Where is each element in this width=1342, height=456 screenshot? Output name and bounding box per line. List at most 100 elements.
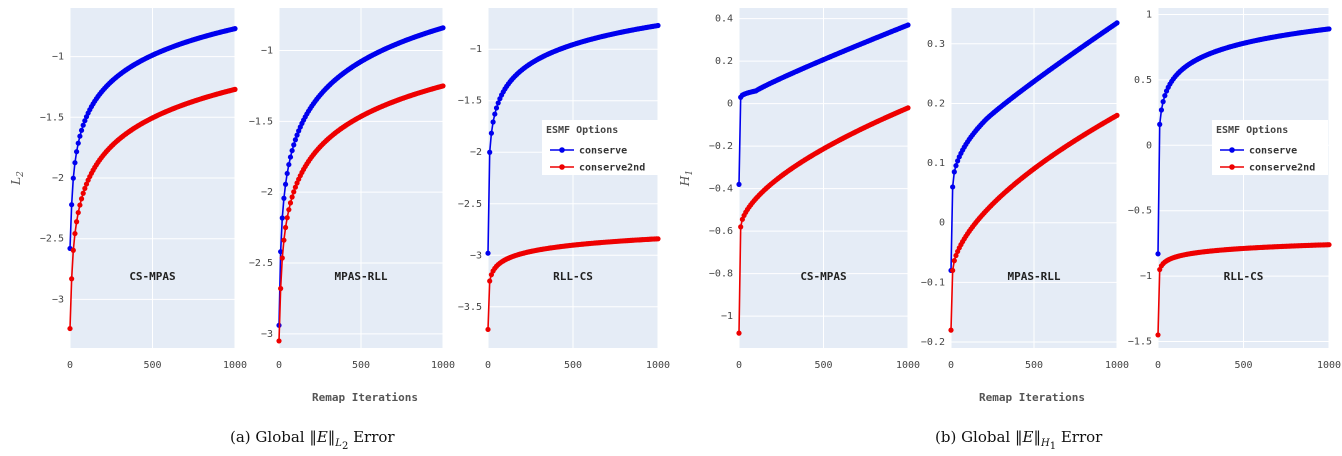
panel-2: −3 −2.5 −2 −1.5 −1 0 500 1000 MPAS-RLL bbox=[249, 8, 455, 371]
x-tick-label: 0 bbox=[736, 360, 742, 371]
data-point-conserve bbox=[74, 149, 80, 155]
data-point-conserve bbox=[655, 22, 661, 29]
data-point-conserve2nd bbox=[905, 105, 911, 111]
y-tick-label: −2 bbox=[470, 147, 482, 158]
data-point-conserve2nd bbox=[80, 190, 86, 196]
data-point-conserve2nd bbox=[286, 207, 292, 213]
data-point-conserve bbox=[1114, 20, 1120, 26]
legend-entry-conserve2nd: conserve2nd bbox=[579, 163, 645, 174]
y-tick-label: 0.4 bbox=[715, 14, 733, 25]
legend-swatch-marker bbox=[559, 164, 565, 170]
y-tick-label: 1 bbox=[1146, 10, 1152, 21]
data-point-conserve bbox=[1155, 251, 1161, 257]
data-point-conserve bbox=[953, 163, 959, 169]
data-point-conserve bbox=[279, 215, 285, 221]
y-tick-label: −1.5 bbox=[1128, 336, 1152, 347]
y-tick-label: −1 bbox=[470, 44, 482, 55]
y-tick-label: −3 bbox=[52, 294, 64, 305]
data-point-conserve2nd bbox=[485, 326, 491, 333]
data-point-conserve bbox=[75, 140, 81, 146]
y-tick-label: −0.2 bbox=[709, 141, 733, 152]
y-tick-label: −0.5 bbox=[1128, 206, 1152, 217]
data-point-conserve2nd bbox=[289, 194, 295, 200]
x-axis-label-a: Remap Iterations bbox=[312, 391, 418, 404]
data-point-conserve2nd bbox=[83, 181, 90, 187]
legend-entry-conserve: conserve bbox=[579, 146, 627, 157]
legend: ESMF Options conserve conserve2nd bbox=[1212, 120, 1328, 175]
data-point-conserve bbox=[281, 195, 287, 201]
data-point-conserve bbox=[492, 111, 498, 117]
data-point-conserve bbox=[736, 181, 742, 187]
data-point-conserve2nd bbox=[70, 247, 76, 253]
data-point-conserve bbox=[495, 100, 501, 106]
data-point-conserve2nd bbox=[739, 216, 745, 222]
data-point-conserve2nd bbox=[232, 86, 238, 92]
data-point-conserve2nd bbox=[282, 224, 289, 231]
x-tick-label: 500 bbox=[564, 360, 582, 371]
data-point-conserve bbox=[70, 175, 76, 181]
y-tick-label: −0.1 bbox=[921, 277, 945, 288]
y-tick-label: −1 bbox=[261, 46, 273, 57]
data-point-conserve2nd bbox=[77, 202, 83, 208]
x-tick-label: 500 bbox=[1234, 360, 1252, 371]
y-tick-label: −0.2 bbox=[921, 337, 945, 348]
data-point-conserve2nd bbox=[1155, 332, 1161, 338]
x-tick-label: 0 bbox=[948, 360, 954, 371]
data-point-conserve2nd bbox=[440, 83, 446, 89]
data-point-conserve bbox=[232, 26, 238, 32]
data-point-conserve bbox=[77, 133, 83, 139]
data-point-conserve bbox=[296, 128, 302, 134]
data-point-conserve bbox=[955, 158, 961, 164]
y-tick-label: −3.5 bbox=[458, 302, 482, 313]
data-point-conserve2nd bbox=[69, 276, 75, 282]
y-tick-label: 0 bbox=[727, 99, 733, 110]
x-tick-label: 1000 bbox=[896, 360, 920, 371]
data-point-conserve bbox=[485, 250, 491, 256]
data-point-conserve bbox=[72, 160, 78, 166]
legend-title: ESMF Options bbox=[1216, 124, 1288, 136]
data-point-conserve2nd bbox=[279, 255, 285, 261]
data-point-conserve bbox=[487, 149, 493, 155]
legend-title: ESMF Options bbox=[546, 124, 618, 136]
data-point-conserve bbox=[1157, 121, 1163, 127]
y-tick-label: −0.6 bbox=[709, 226, 733, 237]
data-point-conserve2nd bbox=[948, 327, 954, 333]
y-tick-label: −0.8 bbox=[709, 269, 733, 280]
y-tick-label: −1 bbox=[721, 311, 733, 322]
x-tick-label: 1000 bbox=[223, 360, 247, 371]
legend-swatch-marker bbox=[1229, 164, 1235, 170]
data-point-conserve bbox=[1162, 93, 1168, 99]
data-point-conserve bbox=[294, 132, 300, 138]
y-tick-label: −1.5 bbox=[249, 116, 273, 127]
y-tick-label: −2.5 bbox=[458, 199, 482, 210]
panel-6: −1.5 −1 −0.5 0 0.5 1 0 500 1000 RLL-CS ESMF Option… bbox=[1128, 8, 1341, 371]
x-axis-label-b: Remap Iterations bbox=[979, 391, 1085, 404]
data-point-conserve bbox=[287, 154, 294, 160]
panel-label: CS-MPAS bbox=[129, 270, 175, 283]
y-tick-label: −2 bbox=[52, 173, 64, 184]
data-point-conserve2nd bbox=[82, 185, 88, 192]
x-tick-label: 1000 bbox=[1105, 360, 1129, 371]
x-tick-label: 500 bbox=[1025, 360, 1043, 371]
y-tick-label: −1 bbox=[1140, 271, 1152, 282]
data-point-conserve bbox=[291, 142, 297, 148]
data-point-conserve2nd bbox=[487, 278, 493, 284]
data-point-conserve2nd bbox=[953, 252, 959, 259]
x-tick-label: 1000 bbox=[431, 360, 455, 371]
data-point-conserve2nd bbox=[78, 196, 85, 202]
data-point-conserve bbox=[1160, 99, 1166, 105]
legend: ESMF Options conserve conserve2nd bbox=[542, 120, 658, 175]
y-tick-label: −3 bbox=[261, 329, 273, 340]
caption-a: (a) Global ‖E‖L2 Error bbox=[230, 428, 395, 452]
data-point-conserve2nd bbox=[1326, 242, 1332, 248]
data-point-conserve2nd bbox=[1114, 112, 1120, 118]
x-tick-label: 500 bbox=[814, 360, 832, 371]
data-point-conserve2nd bbox=[291, 189, 297, 195]
data-point-conserve bbox=[284, 170, 290, 177]
data-point-conserve2nd bbox=[655, 236, 661, 242]
y-tick-label: −2.5 bbox=[249, 258, 273, 269]
y-tick-label: 0.2 bbox=[715, 56, 733, 67]
data-point-conserve bbox=[82, 118, 88, 124]
panel-5: −0.2 −0.1 0 0.1 0.2 0.3 0 500 1000 MPAS-RLL bbox=[921, 8, 1129, 371]
